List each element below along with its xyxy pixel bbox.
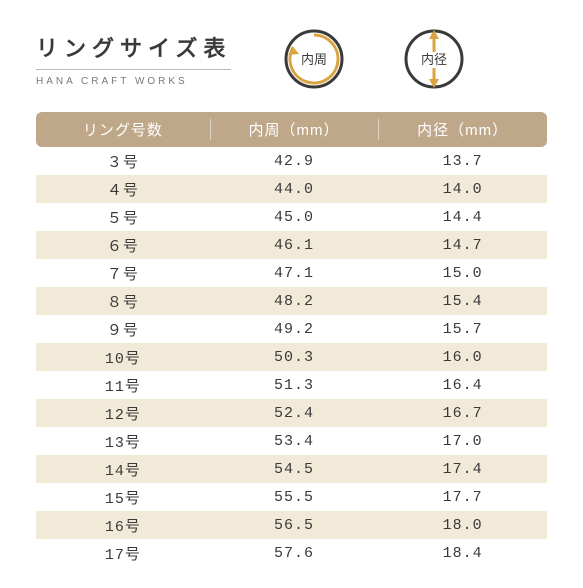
cell-diameter: 15.0 [378, 259, 547, 287]
cell-size: 17号 [36, 539, 210, 567]
cell-circumference: 47.1 [210, 259, 379, 287]
table-row: ６号46.114.7 [36, 231, 547, 259]
cell-diameter: 17.0 [378, 427, 547, 455]
cell-circumference: 45.0 [210, 203, 379, 231]
ring-size-table: リング号数 内周（mm） 内径（mm） ３号42.913.7４号44.014.0… [36, 112, 547, 567]
table-row: 17号57.618.4 [36, 539, 547, 567]
cell-circumference: 53.4 [210, 427, 379, 455]
cell-circumference: 57.6 [210, 539, 379, 567]
cell-diameter: 16.7 [378, 399, 547, 427]
table-row: 14号54.517.4 [36, 455, 547, 483]
cell-size: ４号 [36, 175, 210, 203]
cell-size: 15号 [36, 483, 210, 511]
cell-diameter: 18.4 [378, 539, 547, 567]
cell-diameter: 14.4 [378, 203, 547, 231]
table-row: ７号47.115.0 [36, 259, 547, 287]
cell-circumference: 51.3 [210, 371, 379, 399]
header-icons: 内周 内径 [279, 24, 469, 94]
cell-circumference: 56.5 [210, 511, 379, 539]
col-header-diameter: 内径（mm） [378, 112, 547, 147]
cell-circumference: 44.0 [210, 175, 379, 203]
cell-size: 12号 [36, 399, 210, 427]
header: リングサイズ表 HANA CRAFT WORKS 内周 内径 [36, 24, 547, 94]
cell-circumference: 49.2 [210, 315, 379, 343]
col-header-size: リング号数 [36, 112, 210, 147]
cell-circumference: 48.2 [210, 287, 379, 315]
table-row: 11号51.316.4 [36, 371, 547, 399]
cell-size: ５号 [36, 203, 210, 231]
cell-size: 10号 [36, 343, 210, 371]
table-row: ４号44.014.0 [36, 175, 547, 203]
cell-size: ９号 [36, 315, 210, 343]
cell-size: 11号 [36, 371, 210, 399]
cell-diameter: 14.7 [378, 231, 547, 259]
table-row: 15号55.517.7 [36, 483, 547, 511]
table-header-row: リング号数 内周（mm） 内径（mm） [36, 112, 547, 147]
table-row: ８号48.215.4 [36, 287, 547, 315]
cell-size: ７号 [36, 259, 210, 287]
table-row: 13号53.417.0 [36, 427, 547, 455]
cell-diameter: 17.4 [378, 455, 547, 483]
cell-size: 13号 [36, 427, 210, 455]
circumference-icon: 内周 [279, 24, 349, 94]
cell-size: ３号 [36, 147, 210, 175]
page-title: リングサイズ表 [36, 31, 231, 70]
page-subtitle: HANA CRAFT WORKS [36, 76, 231, 87]
cell-diameter: 16.0 [378, 343, 547, 371]
col-header-circumference: 内周（mm） [210, 112, 379, 147]
cell-diameter: 18.0 [378, 511, 547, 539]
cell-circumference: 46.1 [210, 231, 379, 259]
circumference-icon-label: 内周 [301, 52, 327, 67]
diameter-icon-label: 内径 [421, 52, 447, 67]
cell-diameter: 14.0 [378, 175, 547, 203]
cell-diameter: 13.7 [378, 147, 547, 175]
cell-size: 14号 [36, 455, 210, 483]
cell-size: ８号 [36, 287, 210, 315]
cell-diameter: 15.4 [378, 287, 547, 315]
table-row: 12号52.416.7 [36, 399, 547, 427]
cell-diameter: 15.7 [378, 315, 547, 343]
header-left: リングサイズ表 HANA CRAFT WORKS [36, 31, 231, 87]
table-row: ３号42.913.7 [36, 147, 547, 175]
table-row: ５号45.014.4 [36, 203, 547, 231]
cell-size: ６号 [36, 231, 210, 259]
cell-circumference: 55.5 [210, 483, 379, 511]
cell-circumference: 52.4 [210, 399, 379, 427]
cell-diameter: 16.4 [378, 371, 547, 399]
cell-circumference: 54.5 [210, 455, 379, 483]
table-row: 10号50.316.0 [36, 343, 547, 371]
cell-circumference: 42.9 [210, 147, 379, 175]
diameter-icon: 内径 [399, 24, 469, 94]
table-row: ９号49.215.7 [36, 315, 547, 343]
cell-size: 16号 [36, 511, 210, 539]
cell-diameter: 17.7 [378, 483, 547, 511]
cell-circumference: 50.3 [210, 343, 379, 371]
table-row: 16号56.518.0 [36, 511, 547, 539]
